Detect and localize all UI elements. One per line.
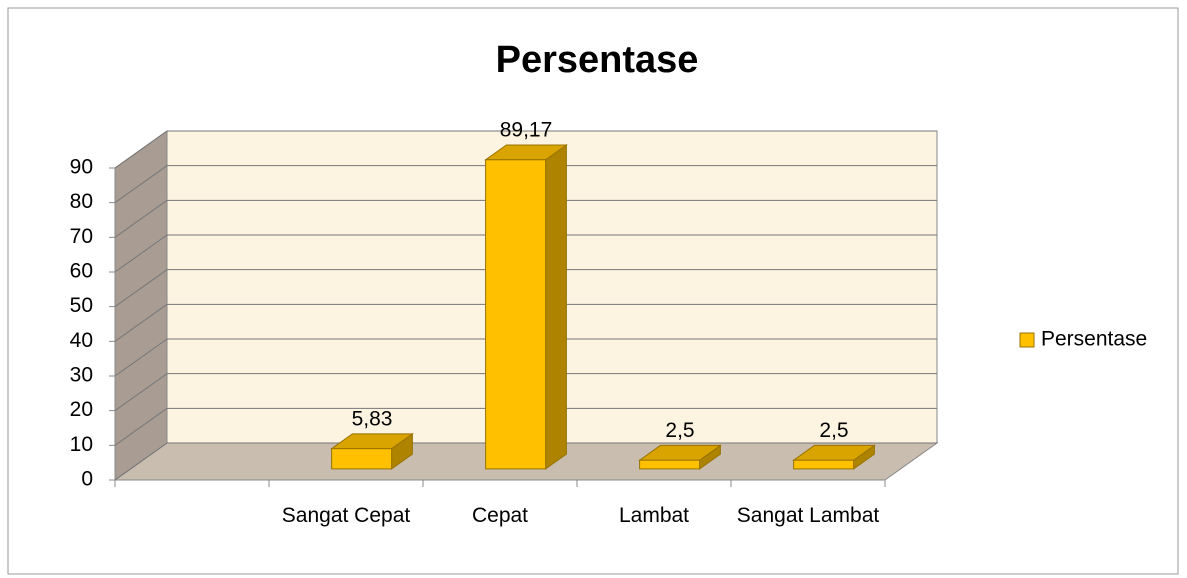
y-tick-label: 30 (70, 364, 93, 387)
y-tick-label: 90 (70, 156, 93, 179)
grid-line (114, 165, 168, 204)
x-tick-label: Cepat (471, 504, 529, 527)
y-tick-label: 50 (70, 294, 93, 317)
grid-line (114, 269, 168, 308)
y-tick-label: 60 (70, 260, 93, 283)
grid-line (114, 442, 168, 481)
grid-line (114, 234, 168, 273)
grid-line (114, 199, 168, 238)
y-tick-label: 10 (70, 433, 93, 456)
y-tick-label: 70 (70, 225, 93, 248)
data-label: 89,17 (500, 119, 553, 142)
data-label: 5,83 (352, 407, 393, 430)
bar (639, 459, 701, 470)
grid-line (114, 373, 168, 412)
x-tick-label: Sangat Cepat (281, 504, 411, 527)
chart-title: Persentase (496, 39, 699, 81)
bar-side (545, 144, 567, 470)
legend-label: Persentase (1041, 328, 1147, 351)
bar (485, 159, 547, 470)
y-tick-label: 0 (81, 468, 93, 491)
grid-line (114, 130, 168, 169)
grid-line (114, 303, 168, 342)
data-label: 2,5 (665, 419, 694, 442)
bar (793, 459, 855, 470)
grid-line (114, 407, 168, 446)
y-tick-label: 40 (70, 329, 93, 352)
legend-swatch (1019, 332, 1035, 348)
grid-line (114, 338, 168, 377)
bar (331, 448, 393, 470)
y-tick-label: 80 (70, 190, 93, 213)
data-label: 2,5 (819, 419, 848, 442)
x-tick-label: Sangat Lambat (736, 504, 880, 527)
y-tick-label: 20 (70, 398, 93, 421)
side-wall (114, 130, 168, 481)
x-tick-label: Lambat (618, 504, 690, 527)
